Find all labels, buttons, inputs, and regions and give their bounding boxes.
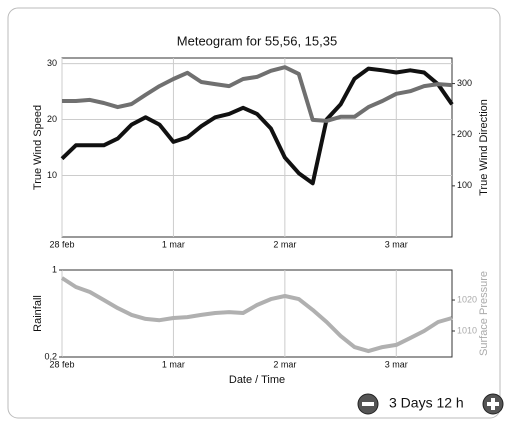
y2-axis-label: True Wind Direction (478, 99, 490, 196)
x-tick-label: 3 mar (385, 239, 408, 249)
series-line (60, 66, 454, 186)
y-tick-label: 1 (52, 264, 57, 274)
zoom-out-button[interactable] (357, 393, 379, 415)
y-axis-label: Rainfall (32, 295, 44, 332)
x-tick-label: 1 mar (162, 359, 185, 369)
x-tick-label: 28 feb (49, 359, 74, 369)
y2-axis-label: Surface Pressure (478, 271, 490, 356)
y-tick-label: 0,2 (44, 351, 57, 361)
y-tick-label: 30 (47, 58, 57, 68)
x-tick-label: 28 feb (49, 239, 74, 249)
chart-title: Meteogram for 55,56, 15,35 (177, 33, 337, 48)
x-tick-label: 2 mar (273, 359, 296, 369)
plot-area (61, 57, 453, 238)
y2-tick-label: 1010 (457, 325, 477, 335)
y2-tick-label: 300 (457, 78, 472, 88)
y-tick-label: 20 (47, 114, 57, 124)
y2-tick-label: 1020 (457, 294, 477, 304)
zoom-in-button[interactable] (482, 393, 504, 415)
y2-tick-label: 200 (457, 129, 472, 139)
y-axis-label: True Wind Speed (32, 105, 44, 190)
minus-icon[interactable] (362, 402, 374, 406)
y2-tick-label: 100 (457, 180, 472, 190)
x-tick-label: 3 mar (385, 359, 408, 369)
x-tick-label: 1 mar (162, 239, 185, 249)
x-tick-label: 2 mar (273, 239, 296, 249)
x-axis-label: Date / Time (229, 374, 285, 386)
plus-icon-v[interactable] (491, 398, 495, 410)
range-label: 3 Days 12 h (389, 395, 464, 411)
series-line (60, 276, 453, 354)
series-line (62, 65, 453, 123)
y-tick-label: 10 (47, 170, 57, 180)
